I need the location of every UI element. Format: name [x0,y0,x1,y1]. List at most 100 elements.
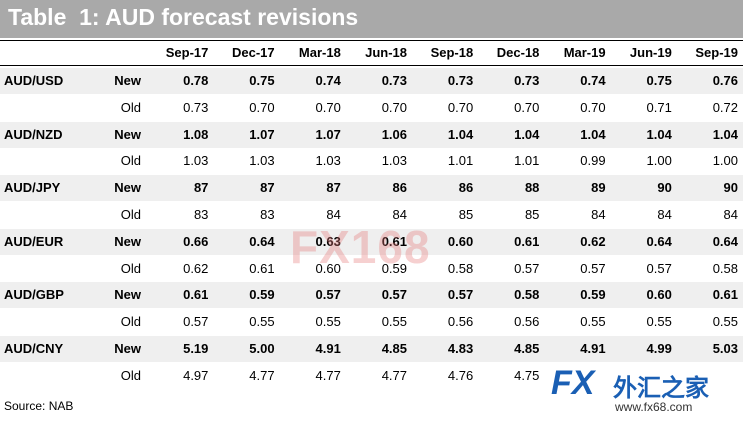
value-cell: 4.91 [580,341,606,356]
value-cell: 0.70 [514,99,540,115]
value-cell: 1.04 [646,126,672,142]
value-cell: 1.08 [183,126,209,142]
value-cell: 4.85 [381,341,407,356]
value-cell: 1.00 [646,153,672,169]
row-label: Old [120,367,141,383]
pair-label: AUD/NZD [4,126,63,142]
column-header: Sep-17 [165,45,209,60]
value-cell: 1.00 [712,153,738,169]
title-bar [0,0,743,38]
value-cell: 0.59 [381,260,407,276]
column-header: Sep-19 [695,45,738,60]
value-cell: 0.58 [514,287,540,303]
row-label: New [114,126,141,142]
logo-url: www.fx68.com [615,400,693,414]
row-label: New [114,233,141,249]
value-cell: 86 [392,180,407,196]
pair-label: AUD/JPY [4,180,61,196]
value-cell: 90 [657,180,672,196]
value-cell: 84 [392,207,407,222]
value-cell: 0.59 [580,287,606,303]
value-cell: 86 [458,180,474,196]
value-cell: 4.99 [646,341,672,356]
logo-text: 外汇之家 [613,375,709,402]
row-shade [0,282,743,309]
row-shade [0,121,743,148]
value-cell: 0.56 [514,314,540,330]
row-shade [0,175,743,202]
value-cell: 0.57 [315,287,341,303]
rule [0,65,743,66]
value-cell: 84 [326,207,341,222]
value-cell: 0.55 [249,314,275,330]
source: Source: NAB [4,399,74,413]
value-cell: 0.70 [447,99,474,115]
rule [0,40,743,41]
value-cell: 0.61 [712,287,738,303]
column-header: Sep-18 [430,45,474,60]
value-cell: 0.57 [183,314,209,330]
value-cell: 0.71 [646,99,672,115]
row-label: New [114,180,141,196]
value-cell: 89 [591,180,606,196]
row-label: Old [120,153,141,169]
value-cell: 1.07 [249,126,275,142]
value-cell: 83 [193,207,209,222]
value-cell: 0.73 [381,73,407,88]
pair-label: AUD/CNY [4,341,64,356]
value-cell: 0.75 [249,73,275,88]
value-cell: 0.57 [514,260,540,276]
value-cell: 0.61 [249,260,275,276]
row-shade [0,336,743,362]
value-cell: 1.07 [315,126,341,142]
value-cell: 0.55 [580,314,606,330]
value-cell: 1.04 [712,126,738,142]
watermark: FX168 [290,221,431,273]
value-cell: 0.57 [646,260,672,276]
value-cell: 1.03 [183,153,209,169]
row-shade [0,68,743,94]
value-cell: 0.55 [646,314,672,330]
title: Table 1: AUD forecast revisions [8,4,359,30]
value-cell: 87 [326,180,341,196]
value-cell: 0.58 [712,260,738,276]
pair-label: AUD/EUR [4,233,64,249]
value-cell: 0.61 [381,233,407,249]
value-cell: 1.04 [447,126,474,142]
value-cell: 84 [657,207,672,222]
value-cell: 4.77 [381,367,407,383]
value-cell: 0.70 [315,99,341,115]
column-header: Dec-18 [496,45,540,60]
value-cell: 5.00 [249,341,275,356]
row-label: New [114,73,141,88]
value-cell: 5.19 [183,341,209,356]
value-cell: 4.77 [249,367,275,383]
row-label: New [114,287,141,303]
value-cell: 87 [193,180,209,196]
value-cell: 1.01 [447,153,474,169]
value-cell: 0.73 [447,73,474,88]
value-cell: 1.03 [315,153,341,169]
column-header: Dec-17 [231,45,275,60]
value-cell: 0.64 [712,233,738,249]
value-cell: 1.03 [249,153,275,169]
pair-label: AUD/GBP [4,287,64,303]
value-cell: 0.66 [183,233,209,249]
value-cell: 0.78 [183,73,209,88]
value-cell: 1.01 [514,153,540,169]
value-cell: 0.76 [712,73,738,88]
value-cell: 0.99 [580,153,606,169]
value-cell: 4.91 [315,341,341,356]
value-cell: 0.61 [183,287,209,303]
value-cell: 0.60 [315,260,341,276]
row-label: Old [120,99,141,115]
value-cell: 0.72 [712,99,738,115]
page: Table 1: AUD forecast revisions Source: … [0,0,743,414]
value-cell: 0.57 [580,260,606,276]
logo-fx: FX [551,364,595,402]
row-label: New [114,341,141,356]
value-cell: 0.55 [381,314,407,330]
value-cell: 87 [260,180,275,196]
value-cell: 0.70 [381,99,407,115]
value-cell: 0.74 [580,73,606,88]
